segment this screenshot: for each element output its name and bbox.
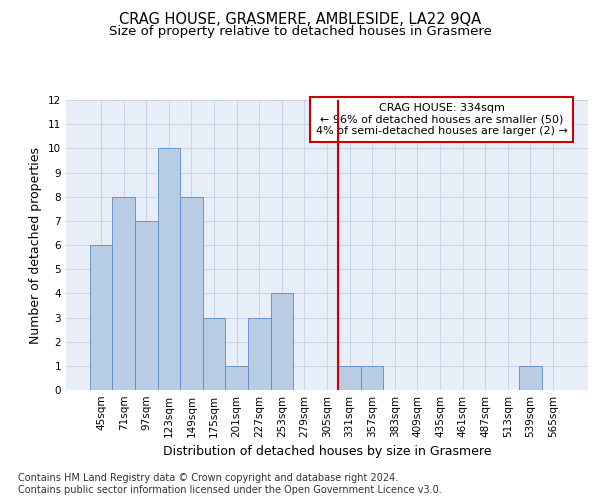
- Bar: [226, 366, 248, 390]
- Bar: [90, 245, 112, 390]
- Text: CRAG HOUSE, GRASMERE, AMBLESIDE, LA22 9QA: CRAG HOUSE, GRASMERE, AMBLESIDE, LA22 9Q…: [119, 12, 481, 28]
- Text: Size of property relative to detached houses in Grasmere: Size of property relative to detached ho…: [109, 25, 491, 38]
- Bar: [338, 366, 361, 390]
- Y-axis label: Number of detached properties: Number of detached properties: [29, 146, 43, 344]
- Bar: [180, 196, 203, 390]
- Bar: [203, 318, 226, 390]
- Bar: [158, 148, 180, 390]
- Text: Contains HM Land Registry data © Crown copyright and database right 2024.
Contai: Contains HM Land Registry data © Crown c…: [18, 474, 442, 495]
- X-axis label: Distribution of detached houses by size in Grasmere: Distribution of detached houses by size …: [163, 446, 491, 458]
- Bar: [519, 366, 542, 390]
- Text: CRAG HOUSE: 334sqm
← 96% of detached houses are smaller (50)
4% of semi-detached: CRAG HOUSE: 334sqm ← 96% of detached hou…: [316, 103, 568, 136]
- Bar: [361, 366, 383, 390]
- Bar: [271, 294, 293, 390]
- Bar: [248, 318, 271, 390]
- Bar: [112, 196, 135, 390]
- Bar: [135, 221, 158, 390]
